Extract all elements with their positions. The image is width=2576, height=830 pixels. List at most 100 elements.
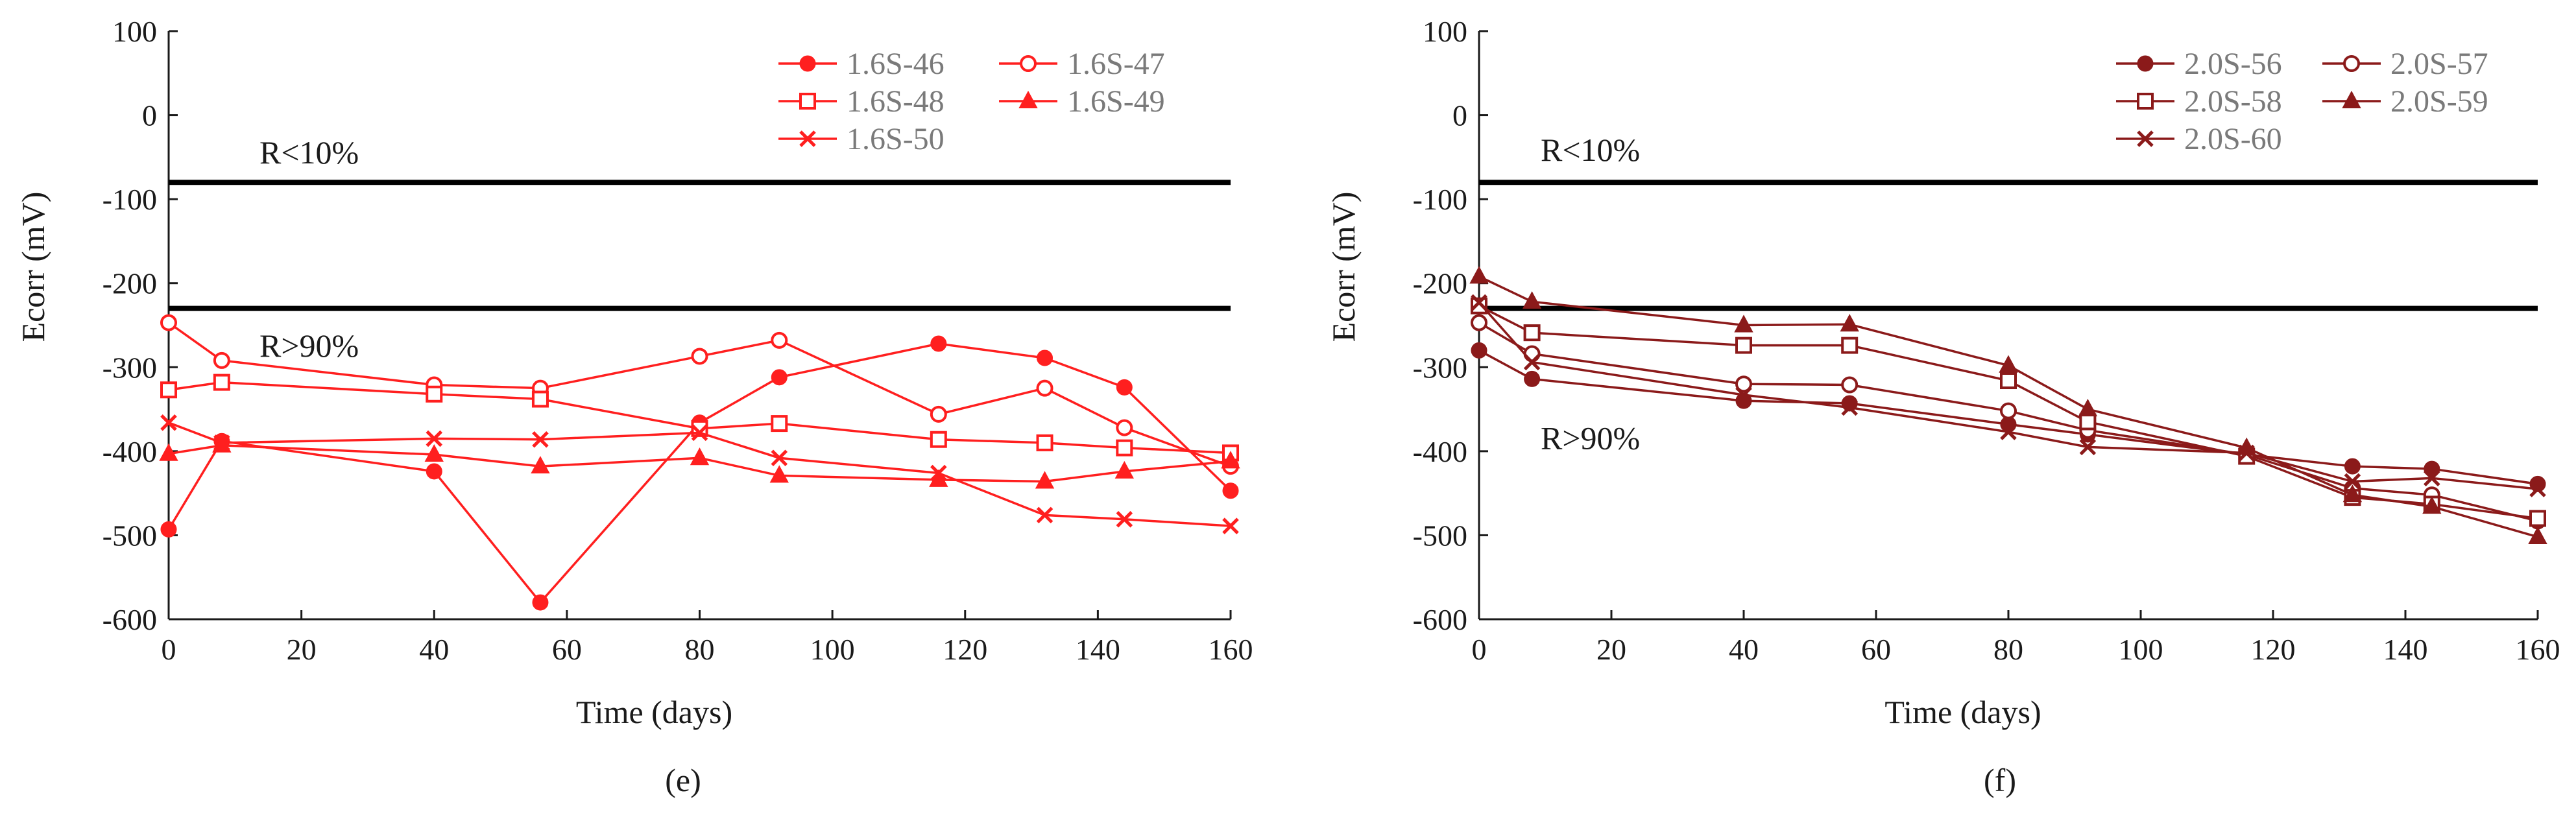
data-point <box>1471 294 1487 311</box>
x-tick-label: 140 <box>2383 633 2428 666</box>
data-point <box>691 424 708 442</box>
legend-swatch-marker <box>2343 55 2360 72</box>
y-tick-label: -500 <box>1413 519 1467 552</box>
data-point <box>771 331 788 349</box>
legend-label: 1.6S-50 <box>847 122 945 156</box>
legend-swatch-marker <box>2342 90 2361 108</box>
x-tick-label: 160 <box>1209 633 1253 666</box>
data-point <box>2528 526 2547 545</box>
data-point <box>1222 482 1239 499</box>
legend-swatch-marker <box>799 55 816 72</box>
x-tick-label: 140 <box>1076 633 1120 666</box>
y-tick-label: -400 <box>102 435 157 468</box>
series-line <box>1478 275 2538 538</box>
data-point <box>1840 314 1859 332</box>
data-point <box>424 444 444 462</box>
legend-swatch-marker <box>2137 130 2154 147</box>
data-point <box>930 405 947 423</box>
legend-label: 2.0S-56 <box>2184 47 2282 81</box>
legend-swatch-marker <box>2137 93 2154 110</box>
series-line <box>168 444 1231 483</box>
y-tick-label: -100 <box>1413 183 1467 216</box>
y-tick-label: -300 <box>102 351 157 384</box>
y-tick-label: 0 <box>142 99 157 132</box>
data-point <box>1471 297 1487 314</box>
x-tick-label: 60 <box>552 633 582 666</box>
data-point <box>1735 386 1752 403</box>
series-line <box>1478 349 2538 486</box>
data-point <box>2342 484 2363 503</box>
data-point <box>690 447 710 466</box>
x-tick-label: 20 <box>287 633 317 666</box>
data-point <box>426 430 443 447</box>
x-tick-label: 160 <box>2516 633 2560 666</box>
data-point <box>2238 444 2255 462</box>
data-point <box>532 594 549 611</box>
y-tick-label: -600 <box>1413 603 1467 636</box>
data-point <box>2424 469 2440 487</box>
x-tick-label: 20 <box>1596 633 1626 666</box>
data-point <box>2079 438 2097 456</box>
data-point <box>771 369 788 386</box>
data-point <box>771 415 788 433</box>
data-point <box>2344 473 2361 490</box>
data-point <box>531 456 550 474</box>
legend-label: 2.0S-60 <box>2184 122 2282 156</box>
series-line <box>167 322 1231 468</box>
legend-label: 1.6S-48 <box>847 84 945 119</box>
data-point <box>1221 451 1240 469</box>
x-tick-label: 100 <box>2119 633 2163 666</box>
data-point <box>930 335 947 352</box>
data-point <box>1734 314 1753 333</box>
y-tick-label: -100 <box>102 183 157 216</box>
data-point <box>1222 517 1239 534</box>
data-point <box>1036 434 1053 451</box>
y-tick-label: 0 <box>1452 99 1467 132</box>
data-point <box>2079 413 2097 431</box>
x-tick-label: 40 <box>419 633 449 666</box>
legend-label: 2.0S-57 <box>2390 47 2488 81</box>
y-tick-label: -200 <box>102 267 157 300</box>
data-point <box>531 390 549 408</box>
data-point <box>1523 324 1541 342</box>
data-point <box>1523 353 1541 371</box>
data-point <box>1471 314 1487 331</box>
data-point <box>426 385 443 403</box>
legend-label: 2.0S-58 <box>2184 84 2282 119</box>
data-point <box>1116 439 1133 456</box>
data-point <box>1735 375 1752 393</box>
x-axis-title: Time (days) <box>576 694 732 730</box>
data-point <box>1036 379 1053 397</box>
data-point <box>213 351 230 369</box>
legend-swatch-marker <box>1018 90 1038 108</box>
data-point <box>2000 372 2017 390</box>
x-tick-label: 40 <box>1729 633 1759 666</box>
data-point <box>1037 350 1053 366</box>
x-tick-label: 0 <box>162 633 176 666</box>
data-point <box>1471 342 1487 359</box>
legend-label: 1.6S-47 <box>1067 47 1165 81</box>
data-point <box>160 414 177 431</box>
data-point <box>1116 419 1133 436</box>
data-point <box>426 463 442 480</box>
zone-label: R>90% <box>1541 420 1640 456</box>
data-point <box>691 348 708 365</box>
x-tick-label: 100 <box>810 633 855 666</box>
data-point <box>1735 337 1752 354</box>
series-line <box>168 421 1231 527</box>
panel-label: (f) <box>1984 762 2016 798</box>
y-tick-label: -500 <box>102 519 157 552</box>
y-tick-label: -200 <box>1413 267 1467 300</box>
series-line <box>168 381 1231 455</box>
data-point <box>1524 370 1541 387</box>
legend-swatch-marker <box>799 93 816 110</box>
x-tick-label: 0 <box>1472 633 1487 666</box>
data-point <box>2000 416 2017 433</box>
legend-swatch-marker <box>1020 55 1037 72</box>
x-tick-label: 120 <box>943 633 987 666</box>
data-point <box>771 449 788 466</box>
x-tick-label: 80 <box>685 633 715 666</box>
